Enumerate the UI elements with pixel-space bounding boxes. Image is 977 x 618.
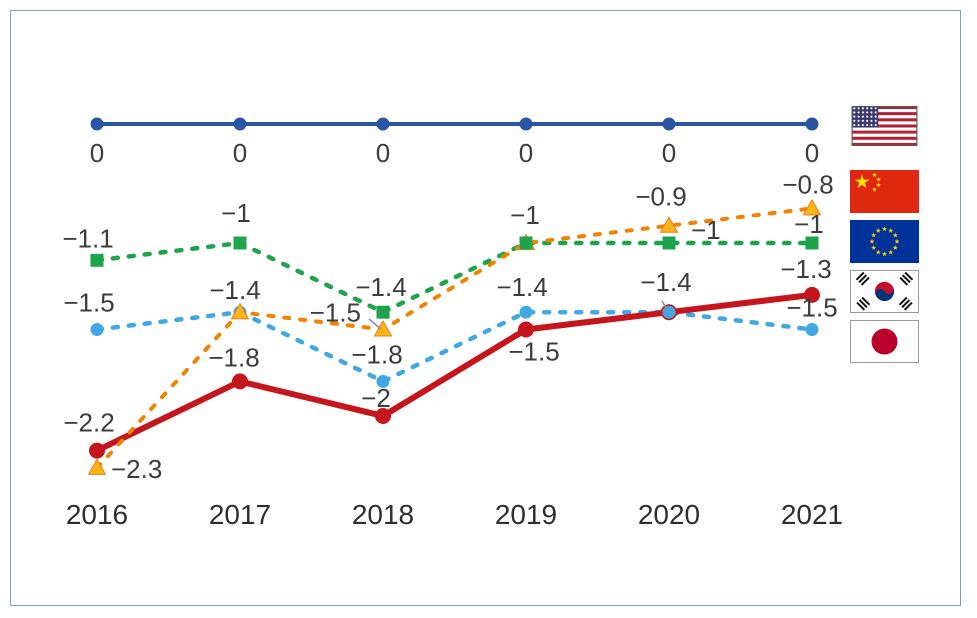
- data-label: −1.3: [780, 254, 831, 284]
- data-label: −1.5: [310, 298, 361, 328]
- data-label: −1: [794, 209, 824, 239]
- data-label: −1.8: [208, 342, 259, 372]
- series-markers-european-union: [90, 236, 819, 319]
- data-label: −1.4: [355, 272, 406, 302]
- data-label: 0: [805, 138, 819, 168]
- x-axis-label: 2019: [495, 499, 557, 530]
- data-label: −1.1: [62, 223, 113, 253]
- series-line-china: [95, 206, 814, 470]
- series-line-japan: [94, 309, 815, 384]
- data-label: −1: [510, 200, 540, 230]
- data-label: −1.4: [640, 267, 691, 297]
- data-label: −1.4: [209, 275, 260, 305]
- data-label: −1: [221, 198, 251, 228]
- data-label: −2.2: [63, 408, 114, 438]
- data-label: −1.5: [786, 293, 837, 323]
- data-label: 0: [519, 138, 533, 168]
- data-label: −1.5: [508, 337, 559, 367]
- data-label: −1.5: [63, 288, 114, 318]
- series-line-south-korea: [94, 291, 815, 454]
- data-label: 0: [376, 138, 390, 168]
- data-label: −0.8: [782, 169, 833, 199]
- x-axis-label: 2021: [781, 499, 843, 530]
- series-markers-united-states: [90, 117, 819, 131]
- data-label: 0: [662, 138, 676, 168]
- data-label: −1.4: [496, 272, 547, 302]
- data-label: −0.9: [635, 182, 686, 212]
- data-label: 0: [233, 138, 247, 168]
- x-axis-label: 2020: [638, 499, 700, 530]
- data-label: 0: [90, 138, 104, 168]
- label-leader-line: [661, 300, 669, 312]
- data-label: −1.8: [351, 339, 402, 369]
- data-label: −2.3: [111, 454, 162, 484]
- x-axis-label: 2018: [352, 499, 414, 530]
- series-line-european-union: [94, 240, 815, 315]
- x-axis-label: 2017: [209, 499, 271, 530]
- data-label: −2: [361, 383, 391, 413]
- label-leader-line: [368, 318, 382, 330]
- x-axis-label: 2016: [66, 499, 128, 530]
- data-label: −1: [691, 215, 721, 245]
